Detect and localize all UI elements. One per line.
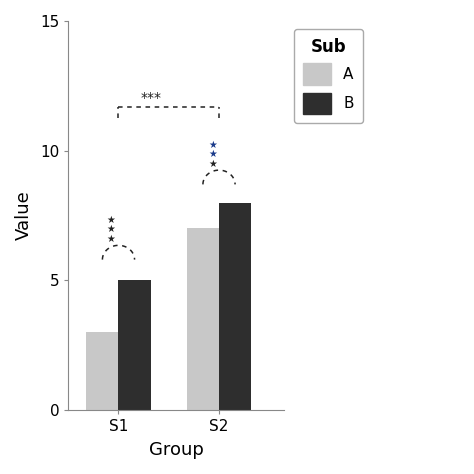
Y-axis label: Value: Value [15,191,33,240]
Bar [118,280,151,410]
Text: ★: ★ [106,234,115,244]
Text: ★: ★ [209,140,218,150]
X-axis label: Group: Group [149,441,204,459]
Legend: A, B: A, B [294,28,363,124]
Bar [187,228,219,410]
Text: ★: ★ [209,159,218,169]
Text: ★: ★ [106,225,115,235]
Text: ★: ★ [209,149,218,159]
Text: ***: *** [140,91,161,104]
Bar [219,202,251,410]
Bar [86,332,118,410]
Text: ★: ★ [106,215,115,225]
